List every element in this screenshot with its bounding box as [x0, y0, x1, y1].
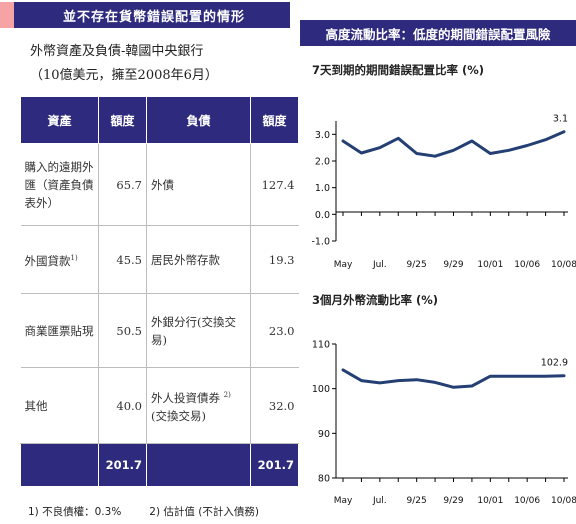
y-tick-label: 110 — [312, 340, 330, 351]
maturity-mismatch-chart: -1.0 0.0 1.0 2.0 3.0 May Jul. 9/25 9/29 10/01 10/0… — [311, 114, 576, 270]
data-label-end: 3.1 — [553, 114, 568, 125]
x-tick-label: 10/01 — [477, 496, 503, 506]
x-tick-label: 9/25 — [407, 260, 427, 270]
x-tick-label: 10/08 — [551, 260, 576, 270]
asset-label: 購入的遠期外匯（資產負債表外） — [20, 143, 99, 226]
footnote-ref: 1) — [70, 254, 78, 263]
y-tick-label: 100 — [312, 384, 330, 395]
y-tick-label: 3.0 — [315, 130, 330, 141]
table-row: 購入的遠期外匯（資產負債表外） 65.7 外債 127.4 — [20, 143, 299, 226]
table-row: 商業匯票貼現 50.5 外銀分行(交換交易) 23.0 — [20, 293, 299, 368]
total-liability-label — [146, 443, 251, 487]
liability-label-sub: (交換交易) — [151, 408, 206, 423]
liability-label: 外銀分行(交換交易) — [146, 293, 251, 368]
total-asset-value: 201.7 — [98, 443, 147, 487]
chart-1-title: 7天到期的期間錯誤配置比率 (%) — [312, 63, 485, 77]
y-tick-label: 80 — [318, 474, 330, 485]
x-tick-label: 9/25 — [407, 496, 427, 506]
col-header-liabilities: 負債 — [146, 96, 251, 144]
y-tick-label: -1.0 — [311, 237, 330, 248]
footnote-ref: 2) — [223, 391, 231, 400]
table-row: 其他 40.0 外人投資債券 2) (交換交易) 32.0 — [20, 367, 299, 444]
series-line — [341, 368, 566, 389]
left-section-header: 並不存在貨幣錯誤配置的情形 — [0, 2, 290, 28]
series-line — [341, 130, 566, 158]
left-section-header-text: 並不存在貨幣錯誤配置的情形 — [62, 9, 245, 25]
y-tick-label: 90 — [318, 429, 330, 440]
liquidity-ratio-chart: 80 90 100 110 May Jul. 9/25 9/29 10/01 10/06 10/08… — [312, 340, 576, 507]
total-asset-label — [20, 443, 99, 487]
footnote-2: 2) 估計值 (不計入債務) — [149, 506, 259, 518]
footnote-1: 1) 不良債權：0.3% — [28, 506, 122, 518]
asset-label: 其他 — [20, 367, 99, 444]
col-header-asset-amount: 額度 — [98, 96, 147, 144]
asset-value: 65.7 — [98, 143, 147, 226]
x-tick-label: Jul. — [372, 260, 387, 270]
chart-2-title: 3個月外幣流動比率 (%) — [312, 293, 439, 307]
y-tick-label: 1.0 — [315, 183, 330, 194]
liability-value: 19.3 — [250, 225, 299, 294]
liability-value: 23.0 — [250, 293, 299, 368]
asset-label: 外國貸款 — [24, 253, 71, 268]
x-tick-label: 9/29 — [443, 496, 463, 506]
asset-value: 45.5 — [98, 225, 147, 294]
asset-value: 50.5 — [98, 293, 147, 368]
liability-label: 居民外幣存款 — [146, 225, 251, 294]
data-label-end: 102.9 — [541, 358, 568, 369]
liability-value: 127.4 — [250, 143, 299, 226]
liability-value: 32.0 — [250, 367, 299, 444]
x-tick-label: 10/01 — [477, 260, 503, 270]
x-tick-label: May — [334, 260, 353, 270]
table-row: 外國貸款1) 45.5 居民外幣存款 19.3 — [20, 225, 299, 294]
footnotes: 1) 不良債權：0.3% 2) 估計值 (不計入債務) — [28, 504, 259, 519]
x-tick-label: 10/08 — [551, 496, 576, 506]
right-section-header: 高度流動比率：低度的期間錯誤配置風險 — [300, 20, 576, 46]
table-subtitle-units: （10億美元，擁至2008年6月） — [30, 68, 218, 83]
balance-sheet-table: 資產 額度 負債 額度 購入的遠期外匯（資產負債表外） 65.7 外債 127.… — [20, 96, 299, 487]
total-liability-value: 201.7 — [250, 443, 299, 487]
y-tick-label: 2.0 — [315, 157, 330, 168]
asset-label-cell: 外國貸款1) — [20, 225, 99, 294]
col-header-assets: 資產 — [20, 96, 99, 144]
x-tick-label: 10/06 — [514, 496, 540, 506]
asset-label: 商業匯票貼現 — [20, 293, 99, 368]
table-header-row: 資產 額度 負債 額度 — [20, 96, 299, 144]
col-header-liability-amount: 額度 — [250, 96, 299, 144]
y-tick-label: 0.0 — [315, 210, 330, 221]
x-tick-label: 10/06 — [514, 260, 540, 270]
liability-label: 外債 — [146, 143, 251, 226]
table-subtitle: 外幣資產及負債-韓國中央銀行 — [30, 44, 204, 59]
asset-value: 40.0 — [98, 367, 147, 444]
liability-label-cell: 外人投資債券 2) (交換交易) — [146, 367, 251, 444]
x-tick-label: May — [334, 496, 353, 506]
x-tick-label: Jul. — [372, 496, 387, 506]
liability-label: 外人投資債券 — [151, 390, 220, 405]
table-total-row: 201.7 201.7 — [20, 443, 299, 487]
x-tick-label: 9/29 — [443, 260, 463, 270]
